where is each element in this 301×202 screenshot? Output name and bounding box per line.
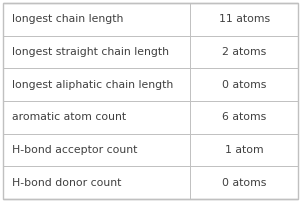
Text: longest straight chain length: longest straight chain length: [12, 47, 169, 57]
Text: 1 atom: 1 atom: [225, 145, 263, 155]
Text: 11 atoms: 11 atoms: [219, 14, 270, 24]
Text: 2 atoms: 2 atoms: [222, 47, 266, 57]
Text: 0 atoms: 0 atoms: [222, 80, 266, 90]
Text: longest aliphatic chain length: longest aliphatic chain length: [12, 80, 173, 90]
Text: 6 atoms: 6 atoms: [222, 112, 266, 122]
Text: 0 atoms: 0 atoms: [222, 178, 266, 188]
Text: longest chain length: longest chain length: [12, 14, 123, 24]
Text: aromatic atom count: aromatic atom count: [12, 112, 126, 122]
Text: H-bond acceptor count: H-bond acceptor count: [12, 145, 137, 155]
Text: H-bond donor count: H-bond donor count: [12, 178, 121, 188]
